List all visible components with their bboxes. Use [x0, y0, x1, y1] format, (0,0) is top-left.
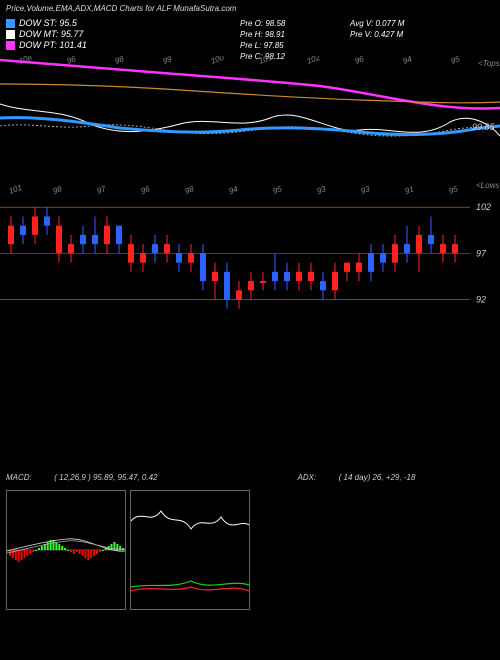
svg-text:97: 97 [476, 248, 487, 258]
svg-text:99: 99 [162, 56, 174, 66]
svg-text:96: 96 [140, 184, 152, 196]
svg-text:94: 94 [228, 184, 240, 196]
svg-text:97: 97 [96, 184, 108, 196]
svg-text:<Lows: <Lows [476, 181, 499, 190]
price-ema-panel: 108969899100101102969495<Tops99.85<Lows1… [0, 56, 500, 196]
legend-label: DOW PT: 101.41 [19, 40, 87, 50]
svg-text:92: 92 [476, 295, 486, 305]
svg-text:100: 100 [210, 56, 226, 66]
volume-stats: Avg V: 0.077 MPre V: 0.427 M [350, 18, 404, 40]
svg-text:95: 95 [450, 56, 462, 66]
svg-text:101: 101 [8, 183, 24, 196]
legend-swatch [6, 19, 15, 28]
macd-params: ( 12,26,9 ) 95.89, 95.47, 0.42 [54, 473, 157, 482]
svg-text:102: 102 [306, 56, 322, 66]
svg-text:98: 98 [184, 184, 196, 196]
adx-params: ( 14 day) 26, +29, -18 [339, 473, 416, 482]
svg-text:<Tops: <Tops [478, 59, 500, 68]
legend-item: DOW MT: 95.77 [6, 29, 87, 39]
svg-text:94: 94 [402, 56, 414, 66]
legend-label: DOW MT: 95.77 [19, 29, 83, 39]
legend-swatch [6, 30, 15, 39]
svg-text:93: 93 [360, 184, 372, 196]
legend-item: DOW ST: 95.5 [6, 18, 87, 28]
svg-text:95: 95 [448, 184, 460, 196]
svg-text:95: 95 [272, 184, 284, 196]
legend-swatch [6, 41, 15, 50]
macd-title: MACD: [6, 473, 32, 482]
legend: DOW ST: 95.5DOW MT: 95.77DOW PT: 101.41 [6, 18, 87, 51]
candlestick-panel: 102 97 92 [0, 198, 500, 318]
svg-text:93: 93 [316, 184, 328, 196]
svg-text:98: 98 [114, 56, 126, 66]
adx-chart [130, 490, 250, 610]
svg-text:96: 96 [354, 56, 366, 66]
svg-text:91: 91 [404, 184, 415, 196]
legend-item: DOW PT: 101.41 [6, 40, 87, 50]
svg-text:102: 102 [476, 202, 491, 212]
svg-text:98: 98 [52, 184, 64, 196]
adx-title: ADX: [297, 473, 316, 482]
macd-chart [6, 490, 126, 610]
chart-title: Price,Volume,EMA,ADX,MACD Charts for ALF… [6, 4, 236, 13]
svg-text:101: 101 [258, 56, 274, 66]
legend-label: DOW ST: 95.5 [19, 18, 77, 28]
svg-text:99.85: 99.85 [472, 122, 496, 132]
